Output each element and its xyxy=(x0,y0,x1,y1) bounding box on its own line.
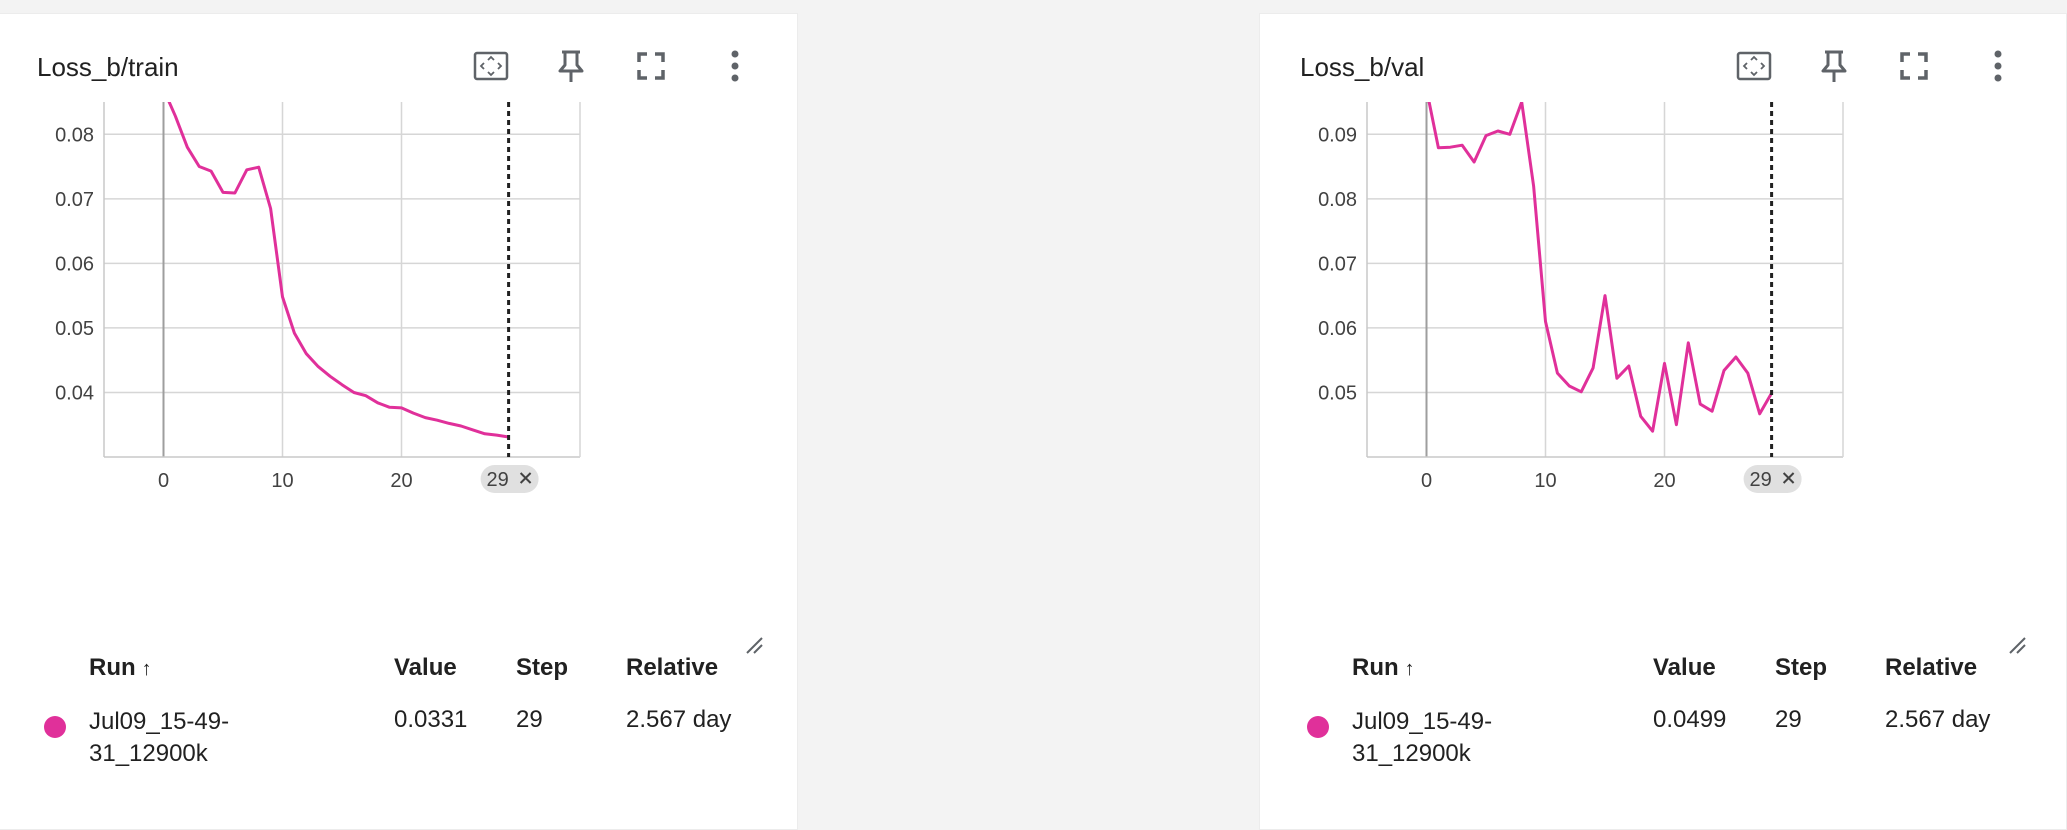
step-column-header[interactable]: Step xyxy=(516,654,569,681)
sort-arrow-up-icon: ↑ xyxy=(141,658,152,680)
step-cursor-chip[interactable]: 29 xyxy=(480,465,539,493)
run-column-header[interactable]: Run ↑ xyxy=(1352,654,1415,681)
fullscreen-icon xyxy=(637,52,665,80)
run-value: 0.0331 xyxy=(394,706,468,733)
y-tick-label: 0.06 xyxy=(55,253,94,275)
step-chip-bg xyxy=(1743,465,1802,493)
y-tick-label: 0.08 xyxy=(1318,189,1357,211)
close-icon[interactable] xyxy=(519,472,532,484)
run-step: 29 xyxy=(516,706,543,733)
resize-handle[interactable] xyxy=(745,636,763,654)
x-tick-label: 0 xyxy=(158,470,169,492)
fullscreen-icon xyxy=(1900,52,1928,80)
fullscreen-button[interactable] xyxy=(1890,42,1938,90)
x-tick-label: 10 xyxy=(271,470,293,492)
pin-button[interactable] xyxy=(1810,42,1858,90)
y-tick-label: 0.05 xyxy=(55,318,94,340)
fullscreen-button[interactable] xyxy=(627,42,675,90)
relative-column-header[interactable]: Relative xyxy=(626,654,719,681)
run-color-dot xyxy=(1307,716,1329,738)
x-tick-label: 10 xyxy=(1534,470,1556,492)
relative-column-header[interactable]: Relative xyxy=(1885,654,1978,681)
run-relative: 2.567 day xyxy=(1885,706,1991,733)
x-tick-label: 20 xyxy=(390,470,412,492)
step-column-header[interactable]: Step xyxy=(1775,654,1828,681)
run-color-dot xyxy=(44,716,66,738)
y-tick-label: 0.08 xyxy=(55,124,94,146)
fit-to-domain-button[interactable] xyxy=(467,42,515,90)
run-relative: 2.567 day xyxy=(626,706,732,733)
sort-arrow-up-icon: ↑ xyxy=(1404,658,1415,680)
resize-handle[interactable] xyxy=(2008,636,2026,654)
run-step: 29 xyxy=(1775,706,1802,733)
step-chip-bg xyxy=(480,465,539,493)
run-name: Jul09_15-49- 31_12900k xyxy=(1352,708,1493,767)
series-line xyxy=(167,102,509,439)
step-chip-label: 29 xyxy=(486,469,508,491)
pin-button[interactable] xyxy=(547,42,595,90)
series-line xyxy=(1427,102,1773,433)
step-cursor-chip[interactable]: 29 xyxy=(1743,465,1802,493)
y-tick-label: 0.04 xyxy=(55,382,94,404)
fit-to-domain-icon xyxy=(1736,51,1772,81)
step-chip-label: 29 xyxy=(1749,469,1771,491)
x-tick-label: 20 xyxy=(1653,470,1675,492)
fit-to-domain-button[interactable] xyxy=(1730,42,1778,90)
y-tick-label: 0.07 xyxy=(1318,253,1357,275)
card-title: Loss_b/train xyxy=(37,52,179,82)
pin-icon xyxy=(1821,50,1847,82)
pin-icon xyxy=(558,50,584,82)
run-name: Jul09_15-49- 31_12900k xyxy=(89,708,230,767)
run-column-header[interactable]: Run ↑ xyxy=(89,654,152,681)
card-toolbar xyxy=(467,42,787,90)
card-toolbar xyxy=(1730,42,2050,90)
more-options-button[interactable] xyxy=(711,42,759,90)
chart-card-train: Loss_b/train 0.04 0.05 0.06 0.07 0.08 0 10 20 29 xyxy=(0,13,798,830)
value-column-header[interactable]: Value xyxy=(394,654,457,681)
card-title: Loss_b/val xyxy=(1300,52,1425,82)
chart-card-val: Loss_b/val 0.05 0.06 0.07 0.08 0.09 0 10 20 29 xyxy=(1259,13,2067,830)
y-tick-label: 0.09 xyxy=(1318,124,1357,146)
close-icon[interactable] xyxy=(1782,472,1795,484)
fit-to-domain-icon xyxy=(473,51,509,81)
resize-icon xyxy=(2009,637,2026,654)
y-tick-label: 0.06 xyxy=(1318,318,1357,340)
x-tick-label: 0 xyxy=(1421,470,1432,492)
more-vertical-icon xyxy=(1994,50,2002,82)
more-vertical-icon xyxy=(731,50,739,82)
y-tick-label: 0.05 xyxy=(1318,382,1357,404)
run-value: 0.0499 xyxy=(1653,706,1727,733)
line-chart-val[interactable]: 0.05 0.06 0.07 0.08 0.09 0 10 20 29 xyxy=(1260,94,2067,564)
value-column-header[interactable]: Value xyxy=(1653,654,1716,681)
more-options-button[interactable] xyxy=(1974,42,2022,90)
y-tick-label: 0.07 xyxy=(55,189,94,211)
line-chart-train[interactable]: 0.04 0.05 0.06 0.07 0.08 0 10 20 29 xyxy=(0,94,799,564)
resize-icon xyxy=(746,637,763,654)
